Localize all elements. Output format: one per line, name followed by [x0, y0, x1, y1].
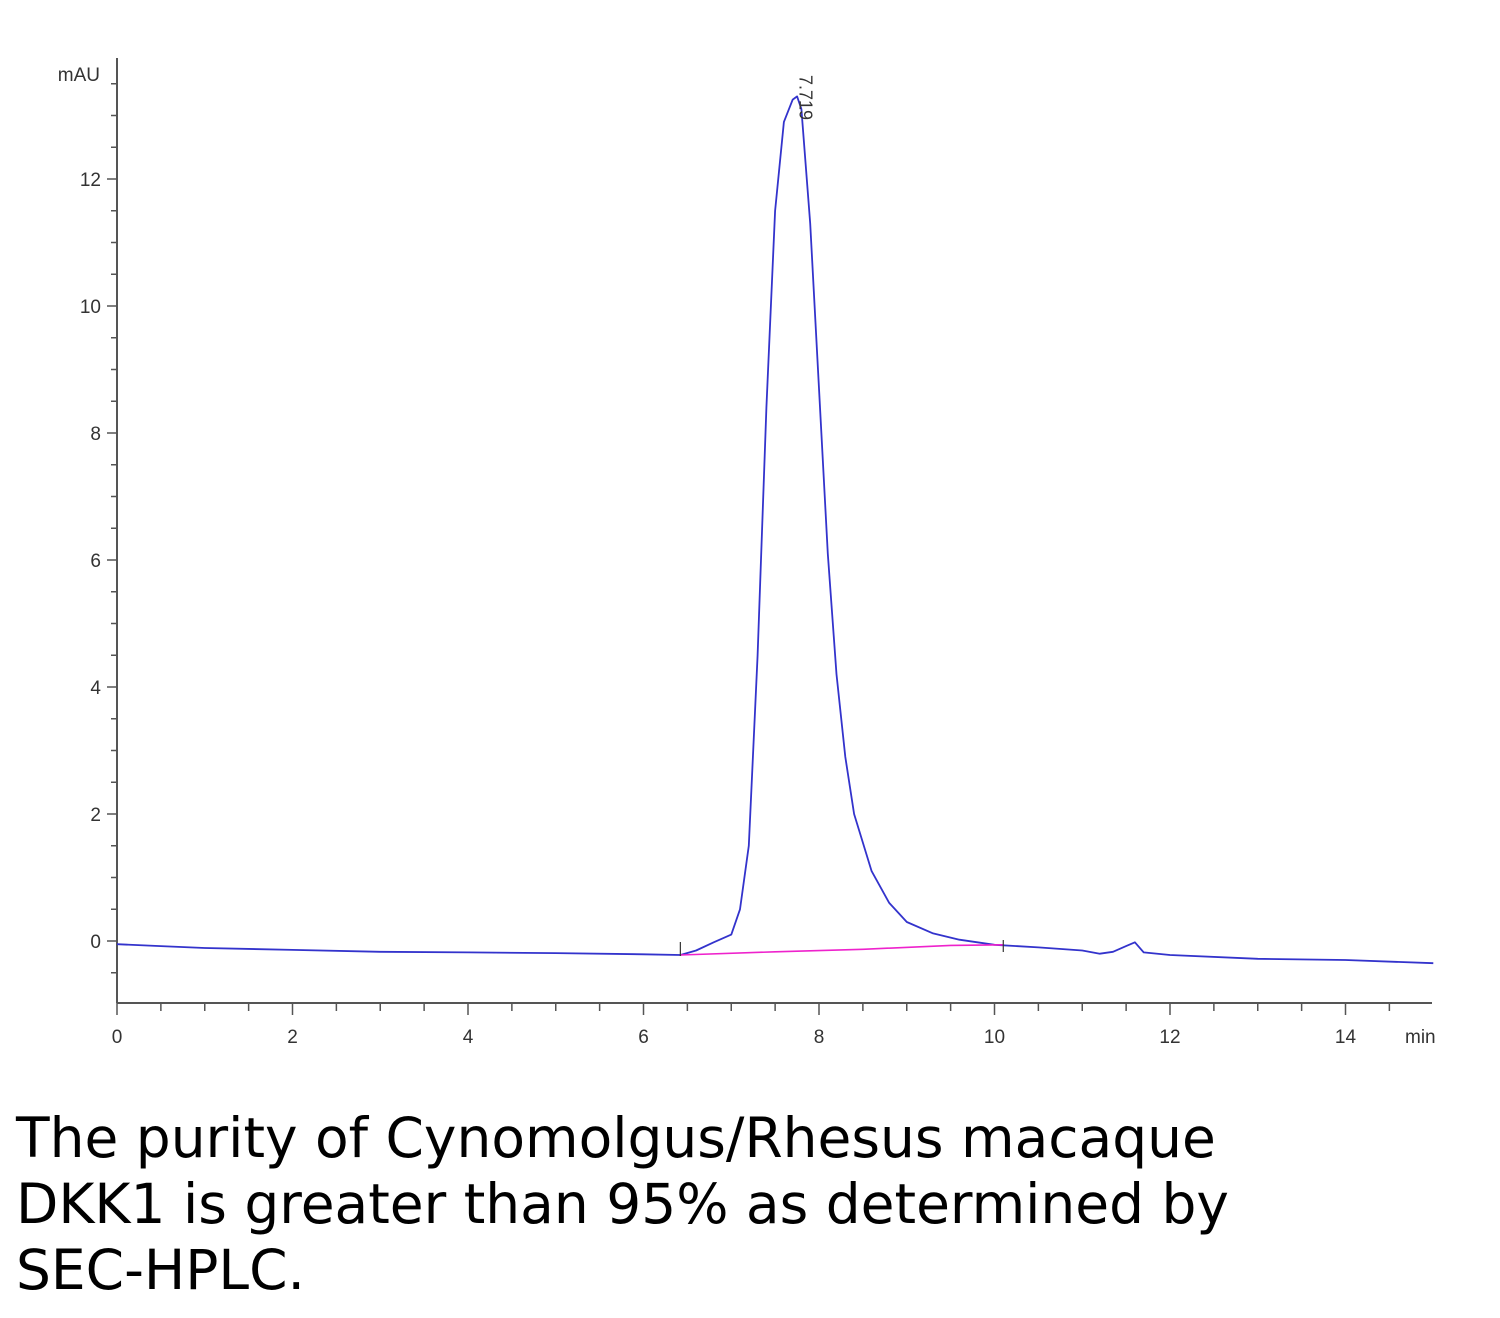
y-unit-label: mAU: [58, 65, 100, 86]
y-tick-label: 6: [90, 551, 101, 572]
x-tick-label: 12: [1159, 1027, 1180, 1048]
chart-axes: [116, 58, 1432, 1004]
peak-time-label: 7.719: [795, 75, 815, 120]
x-tick-label: 2: [287, 1027, 298, 1048]
y-tick-label: 8: [90, 424, 101, 445]
chromatogram-chart: 0 2 4 6 8 10 12 0 2 4 6 8 10 12 14 mAU min 7.719: [58, 58, 1436, 1048]
baseline-trace: [680, 944, 1004, 956]
figure-caption: The purity of Cynomolgus/Rhesus macaque …: [16, 1106, 1229, 1302]
x-tick-label: 0: [112, 1027, 123, 1048]
x-tick-label: 4: [463, 1027, 474, 1048]
x-tick-label: 10: [984, 1027, 1005, 1048]
series-layer: [116, 95, 1434, 965]
x-tick-label: 6: [638, 1027, 649, 1048]
x-tick-label: 8: [814, 1027, 825, 1048]
peak-annotation: 7.719: [795, 75, 815, 120]
signal-trace: [116, 95, 1434, 965]
x-tick-label: 14: [1335, 1027, 1357, 1048]
y-tick-label: 10: [80, 297, 101, 318]
y-tick-label: 0: [90, 932, 101, 953]
x-ticks: 0 2 4 6 8 10 12 14: [112, 1003, 1391, 1048]
y-tick-label: 4: [90, 678, 101, 699]
y-ticks: 0 2 4 6 8 10 12: [80, 83, 117, 974]
x-unit-label: min: [1405, 1027, 1436, 1048]
y-tick-label: 2: [90, 805, 101, 826]
y-tick-label: 12: [80, 170, 101, 191]
